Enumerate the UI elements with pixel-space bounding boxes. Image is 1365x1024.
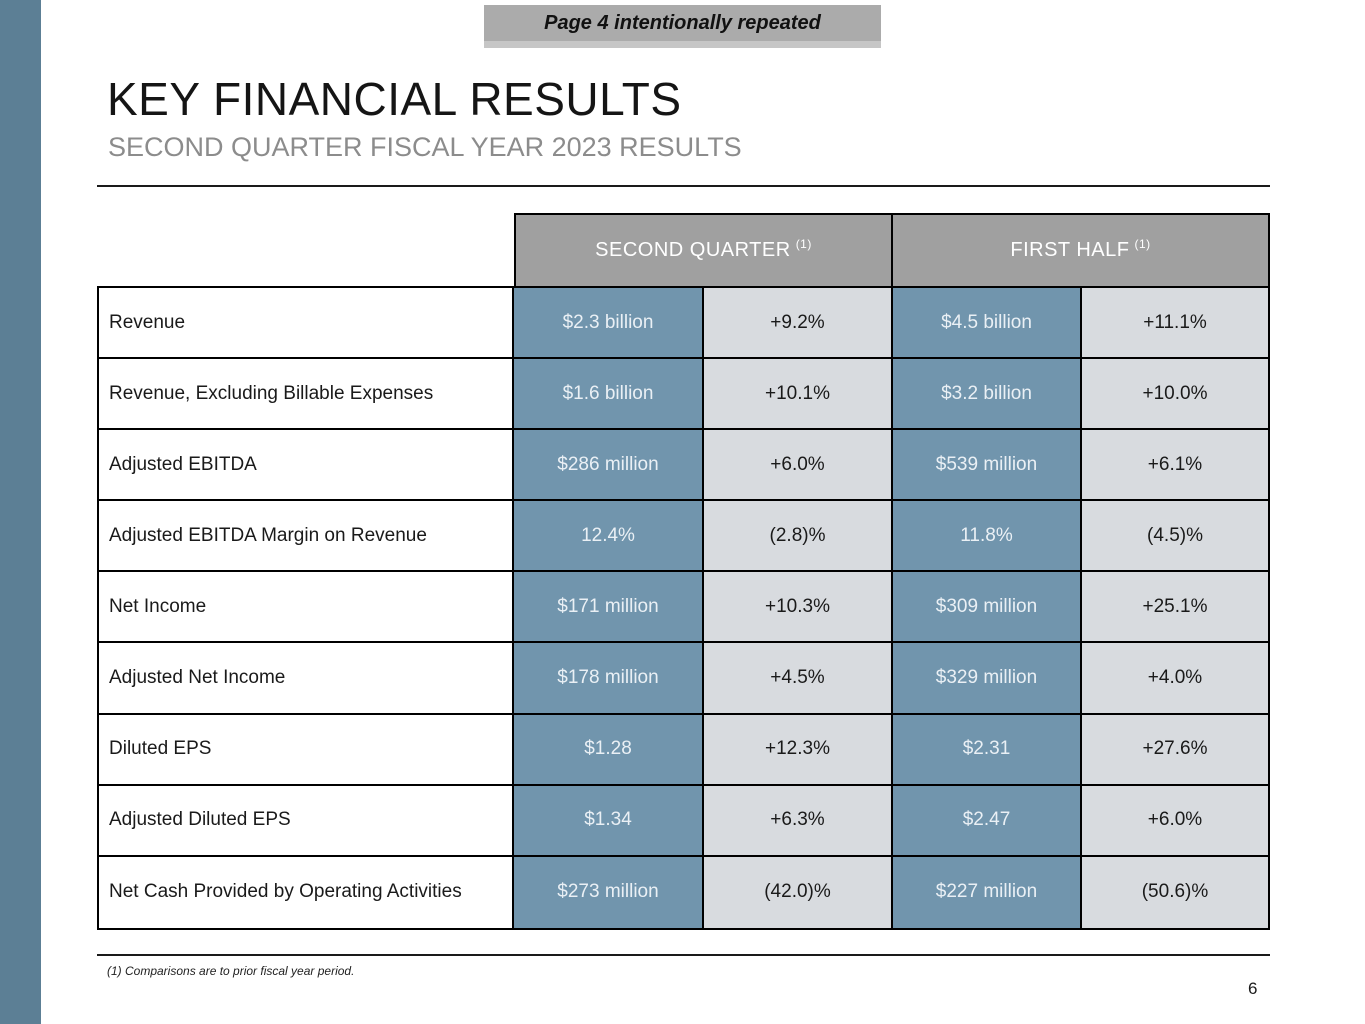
q2-change-cell: +6.3% xyxy=(704,785,893,855)
column-group-first-half: FIRST HALF (1) xyxy=(893,215,1268,286)
h1-value-cell: $227 million xyxy=(893,856,1082,928)
q2-change-cell: +12.3% xyxy=(704,714,893,784)
h1-change-cell: +6.0% xyxy=(1082,785,1268,855)
table-row: Net Cash Provided by Operating Activitie… xyxy=(99,856,1268,928)
table-row: Adjusted EBITDA Margin on Revenue 12.4% … xyxy=(99,501,1268,573)
row-label: Adjusted EBITDA Margin on Revenue xyxy=(99,501,514,571)
q2-change-cell: (2.8)% xyxy=(704,501,893,571)
column-group-label: SECOND QUARTER xyxy=(595,239,791,261)
h1-change-cell: +25.1% xyxy=(1082,572,1268,642)
h1-change-cell: +4.0% xyxy=(1082,643,1268,713)
footnote-ref: (1) xyxy=(795,236,812,251)
q2-change-cell: (42.0)% xyxy=(704,856,893,928)
left-accent-bar xyxy=(0,0,41,1024)
q2-value-cell: $273 million xyxy=(514,856,704,928)
h1-change-cell: +27.6% xyxy=(1082,714,1268,784)
table-row: Adjusted Net Income $178 million +4.5% $… xyxy=(99,643,1268,715)
row-label: Revenue xyxy=(99,288,514,358)
footnote-ref: (1) xyxy=(1134,236,1151,251)
q2-value-cell: 12.4% xyxy=(514,501,704,571)
row-label: Net Income xyxy=(99,572,514,642)
q2-value-cell: $286 million xyxy=(514,430,704,500)
column-group-second-quarter: SECOND QUARTER (1) xyxy=(516,215,893,286)
table-row: Revenue $2.3 billion +9.2% $4.5 billion … xyxy=(99,288,1268,360)
h1-value-cell: $3.2 billion xyxy=(893,359,1082,429)
row-label: Adjusted EBITDA xyxy=(99,430,514,500)
q2-change-cell: +10.3% xyxy=(704,572,893,642)
row-label: Adjusted Net Income xyxy=(99,643,514,713)
footer-divider xyxy=(97,954,1270,956)
table-row: Adjusted Diluted EPS $1.34 +6.3% $2.47 +… xyxy=(99,785,1268,857)
q2-value-cell: $1.34 xyxy=(514,785,704,855)
table-row: Revenue, Excluding Billable Expenses $1.… xyxy=(99,359,1268,431)
column-group-label: FIRST HALF xyxy=(1010,239,1130,261)
h1-change-cell: +11.1% xyxy=(1082,288,1268,358)
h1-value-cell: $309 million xyxy=(893,572,1082,642)
footnote-text: (1) Comparisons are to prior fiscal year… xyxy=(107,964,355,978)
h1-change-cell: (50.6)% xyxy=(1082,856,1268,928)
table-row: Adjusted EBITDA $286 million +6.0% $539 … xyxy=(99,430,1268,502)
h1-change-cell: +10.0% xyxy=(1082,359,1268,429)
h1-value-cell: $2.47 xyxy=(893,785,1082,855)
h1-change-cell: +6.1% xyxy=(1082,430,1268,500)
h1-change-cell: (4.5)% xyxy=(1082,501,1268,571)
q2-value-cell: $1.6 billion xyxy=(514,359,704,429)
h1-value-cell: $4.5 billion xyxy=(893,288,1082,358)
h1-value-cell: $539 million xyxy=(893,430,1082,500)
q2-value-cell: $2.3 billion xyxy=(514,288,704,358)
h1-value-cell: $2.31 xyxy=(893,714,1082,784)
page-title: KEY FINANCIAL RESULTS xyxy=(107,73,682,125)
table-row: Net Income $171 million +10.3% $309 mill… xyxy=(99,572,1268,644)
h1-value-cell: 11.8% xyxy=(893,501,1082,571)
q2-change-cell: +9.2% xyxy=(704,288,893,358)
q2-change-cell: +10.1% xyxy=(704,359,893,429)
row-label: Revenue, Excluding Billable Expenses xyxy=(99,359,514,429)
repeated-page-banner: Page 4 intentionally repeated xyxy=(484,5,881,48)
q2-value-cell: $178 million xyxy=(514,643,704,713)
repeated-page-banner-text: Page 4 intentionally repeated xyxy=(544,11,821,34)
q2-change-cell: +6.0% xyxy=(704,430,893,500)
q2-value-cell: $171 million xyxy=(514,572,704,642)
table-row: Diluted EPS $1.28 +12.3% $2.31 +27.6% xyxy=(99,714,1268,786)
q2-value-cell: $1.28 xyxy=(514,714,704,784)
h1-value-cell: $329 million xyxy=(893,643,1082,713)
row-label: Diluted EPS xyxy=(99,714,514,784)
results-table: Revenue $2.3 billion +9.2% $4.5 billion … xyxy=(97,286,1270,930)
page-subtitle: SECOND QUARTER FISCAL YEAR 2023 RESULTS xyxy=(108,132,742,162)
row-label: Net Cash Provided by Operating Activitie… xyxy=(99,856,514,928)
header-divider xyxy=(97,185,1270,187)
table-header-row: SECOND QUARTER (1) FIRST HALF (1) xyxy=(514,213,1270,288)
q2-change-cell: +4.5% xyxy=(704,643,893,713)
page-number: 6 xyxy=(1248,979,1258,998)
row-label: Adjusted Diluted EPS xyxy=(99,785,514,855)
